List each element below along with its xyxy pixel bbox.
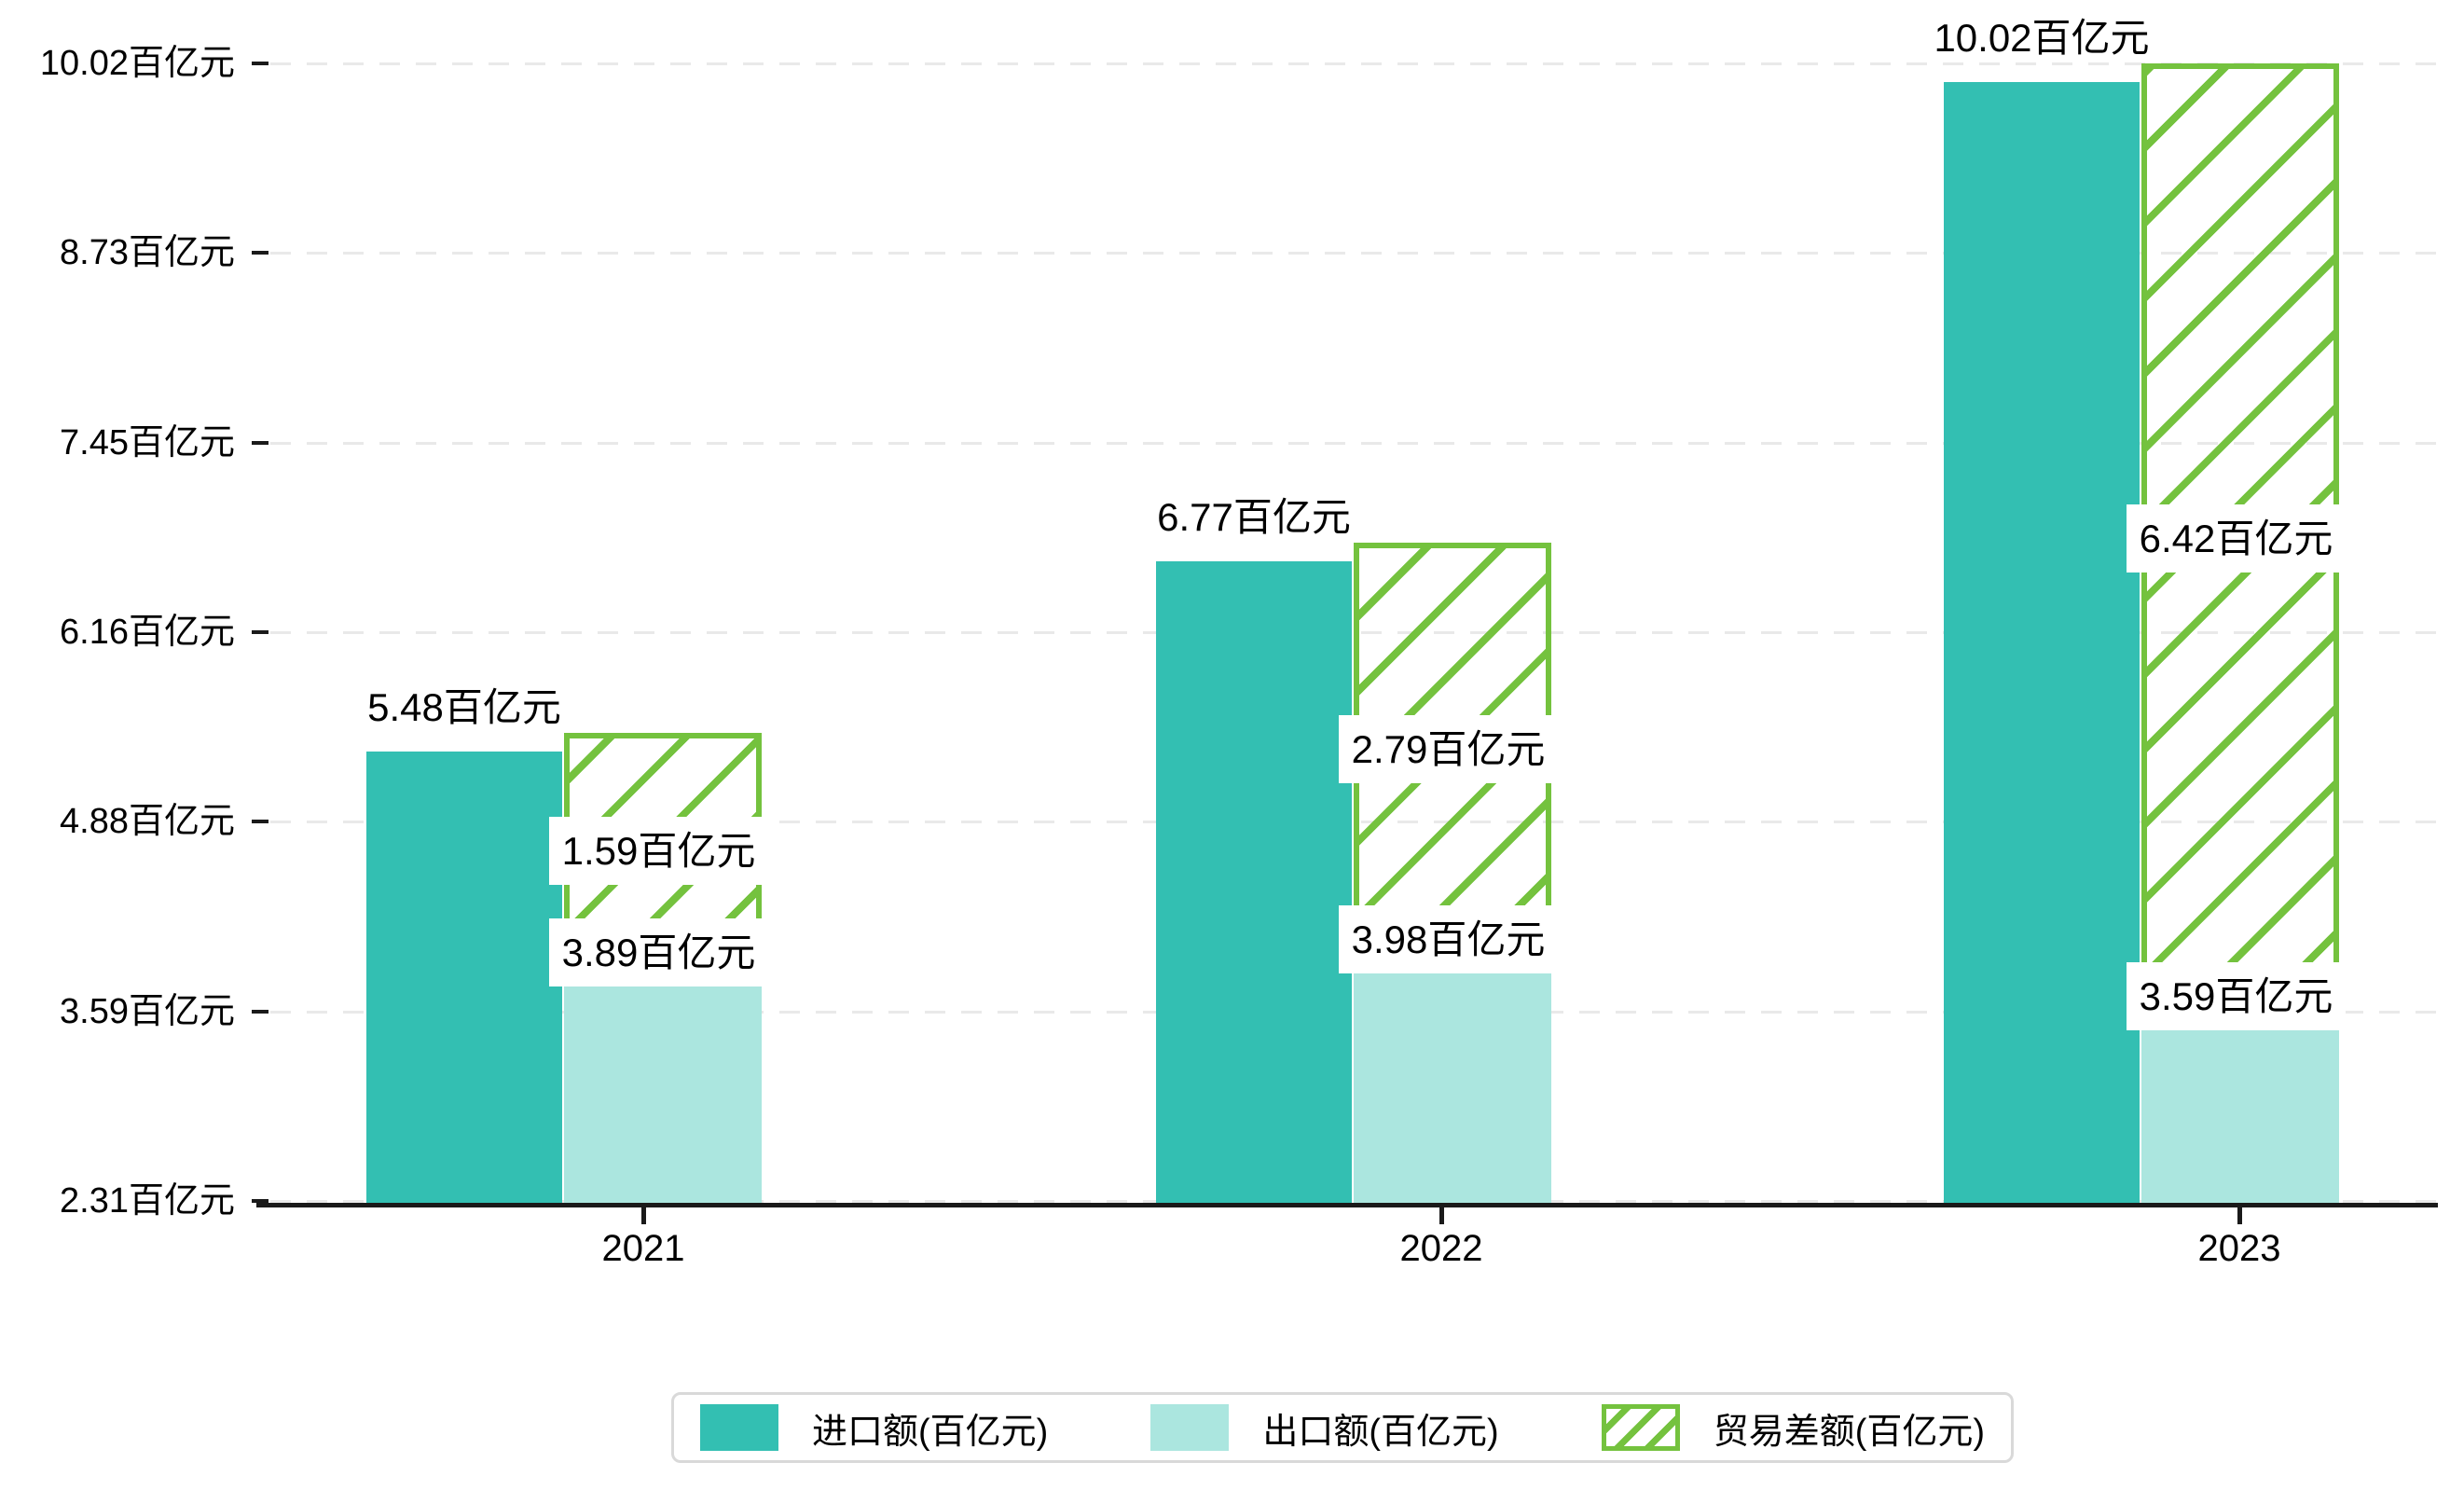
x-tick-label: 2022 — [1399, 1228, 1483, 1269]
import-bar — [1156, 561, 1352, 1203]
export-bar — [1354, 973, 1551, 1203]
import-bar — [1944, 82, 2140, 1203]
y-tick-label: 6.16百亿元 — [60, 613, 235, 652]
x-tick-mark — [641, 1207, 646, 1224]
y-tick-label: 10.02百亿元 — [39, 44, 235, 83]
export-value-label: 3.89百亿元 — [549, 917, 768, 986]
legend: 进口额(百亿元) 出口额(百亿元) 贸易差额(百亿元) — [671, 1392, 2014, 1463]
import-bar — [366, 752, 562, 1203]
balance-value-label: 1.59百亿元 — [549, 817, 768, 886]
legend-item-balance: 贸易差额(百亿元) — [1601, 1402, 1985, 1454]
legend-item-export: 出口额(百亿元) — [1150, 1402, 1499, 1454]
y-tick-mark — [252, 62, 268, 65]
y-gridline — [270, 441, 2438, 445]
legend-label-export: 出口额(百亿元) — [1262, 1412, 1499, 1452]
x-tick-label: 2023 — [2197, 1228, 2281, 1269]
x-tick-mark — [2237, 1207, 2242, 1224]
y-tick-label: 4.88百亿元 — [60, 802, 235, 842]
y-tick-label: 3.59百亿元 — [60, 991, 235, 1031]
legend-label-balance: 贸易差额(百亿元) — [1713, 1412, 1985, 1452]
y-tick-label: 8.73百亿元 — [60, 233, 235, 273]
y-tick-mark — [252, 820, 268, 824]
export-bar — [564, 986, 762, 1203]
y-gridline — [270, 62, 2438, 65]
y-tick-label: 2.31百亿元 — [60, 1181, 235, 1221]
y-gridline — [270, 252, 2438, 255]
y-tick-label: 7.45百亿元 — [60, 422, 235, 462]
y-tick-mark — [252, 1009, 268, 1014]
balance-hatched-swatch-icon — [1601, 1404, 1680, 1451]
import-swatch-icon — [700, 1404, 778, 1451]
export-bar — [2141, 1030, 2339, 1203]
x-axis-line — [256, 1203, 2438, 1207]
export-value-label: 3.59百亿元 — [2127, 962, 2346, 1031]
y-tick-mark — [252, 440, 268, 445]
y-tick-mark — [252, 251, 268, 255]
import-value-label: 10.02百亿元 — [1934, 16, 2150, 60]
legend-label-import: 进口额(百亿元) — [812, 1412, 1049, 1452]
y-tick-mark — [252, 1199, 268, 1203]
legend-item-import: 进口额(百亿元) — [700, 1402, 1048, 1454]
import-value-label: 5.48百亿元 — [367, 685, 561, 730]
export-swatch-icon — [1150, 1404, 1230, 1451]
export-value-label: 3.98百亿元 — [1339, 904, 1558, 973]
x-tick-label: 2021 — [601, 1228, 685, 1269]
x-tick-mark — [1439, 1207, 1444, 1224]
balance-value-label: 2.79百亿元 — [1339, 715, 1558, 783]
import-value-label: 6.77百亿元 — [1157, 495, 1351, 540]
balance-value-label: 6.42百亿元 — [2127, 504, 2346, 573]
y-tick-mark — [252, 630, 268, 634]
